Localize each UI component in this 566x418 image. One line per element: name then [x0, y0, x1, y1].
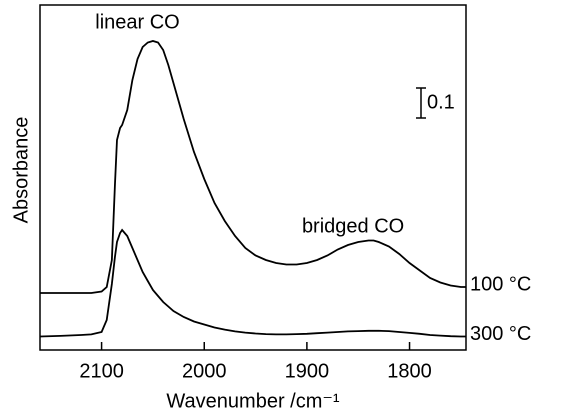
series-label: 100 °C	[470, 273, 531, 295]
x-tick-label: 2000	[182, 360, 227, 382]
annotation: linear CO	[95, 11, 179, 33]
series-label: 300 °C	[470, 323, 531, 345]
spectrum-line	[40, 40, 466, 294]
y-axis-label: Absorbance	[10, 117, 32, 224]
annotation: bridged CO	[302, 215, 404, 237]
x-tick-label: 1800	[387, 360, 432, 382]
x-tick-label: 2100	[79, 360, 124, 382]
plot-frame	[39, 4, 467, 351]
scale-bar-label: 0.1	[427, 91, 455, 113]
x-axis-label: Wavenumber /cm⁻¹	[166, 390, 340, 412]
x-tick-label: 1900	[285, 360, 330, 382]
spectrum-line	[39, 228, 466, 338]
